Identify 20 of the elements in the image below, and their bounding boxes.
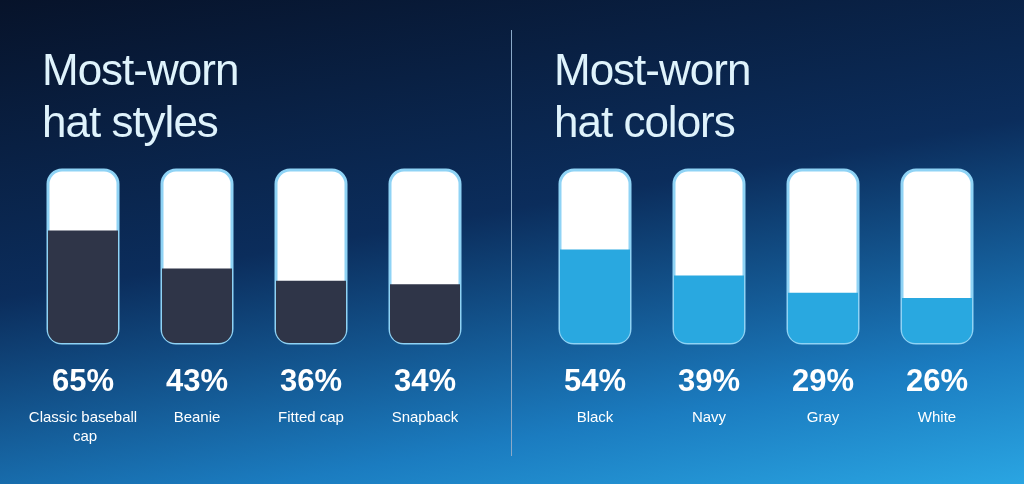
bar xyxy=(902,298,972,343)
x-tick-label: Gray xyxy=(806,408,840,425)
data-label: 43% xyxy=(165,363,229,398)
x-tick-label: Beanie xyxy=(173,408,221,425)
data-label: 26% xyxy=(905,363,969,398)
data-label: 29% xyxy=(791,363,855,398)
x-tick-label: Black xyxy=(576,408,614,425)
x-tick-label: Fitted cap xyxy=(278,408,344,425)
chart-title: Most-worn hat styles xyxy=(42,44,240,148)
data-label: 34% xyxy=(393,363,457,398)
data-label: 39% xyxy=(677,363,741,398)
x-tick-label: White xyxy=(917,408,957,425)
x-tick-label: Classic baseball cap xyxy=(28,408,138,444)
bar xyxy=(788,292,858,343)
chart-title: Most-worn hat colors xyxy=(554,44,752,148)
x-tick-label: Navy xyxy=(691,408,727,425)
data-label: 65% xyxy=(51,363,115,398)
x-tick-label: Snapback xyxy=(391,408,459,425)
data-label: 54% xyxy=(563,363,627,398)
data-label: 36% xyxy=(279,363,343,398)
